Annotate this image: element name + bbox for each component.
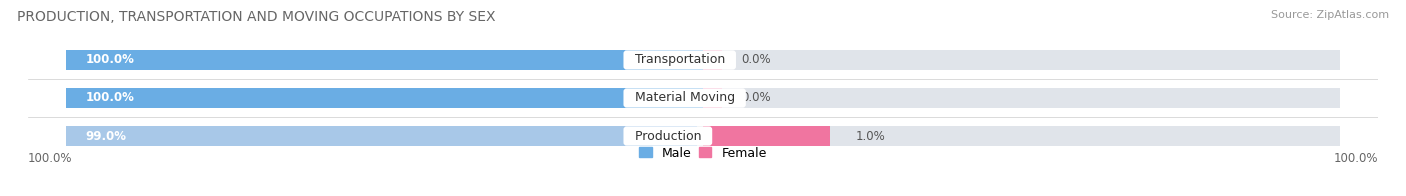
Text: 100.0%: 100.0%: [28, 152, 73, 165]
Bar: [66, 126, 1340, 146]
Text: 99.0%: 99.0%: [86, 130, 127, 142]
Legend: Male, Female: Male, Female: [634, 142, 772, 164]
Bar: [66, 50, 1340, 70]
Text: 1.0%: 1.0%: [856, 130, 886, 142]
Text: Source: ZipAtlas.com: Source: ZipAtlas.com: [1271, 10, 1389, 20]
Bar: [66, 50, 703, 70]
Text: 100.0%: 100.0%: [86, 54, 135, 66]
Text: Production: Production: [627, 130, 709, 142]
Bar: [703, 88, 723, 108]
Bar: [703, 50, 723, 70]
Text: 0.0%: 0.0%: [741, 92, 770, 104]
Text: PRODUCTION, TRANSPORTATION AND MOVING OCCUPATIONS BY SEX: PRODUCTION, TRANSPORTATION AND MOVING OC…: [17, 10, 495, 24]
Bar: [66, 126, 696, 146]
Text: 100.0%: 100.0%: [1333, 152, 1378, 165]
Text: Transportation: Transportation: [627, 54, 733, 66]
Text: Material Moving: Material Moving: [627, 92, 742, 104]
Bar: [703, 126, 831, 146]
Bar: [66, 88, 703, 108]
Text: 100.0%: 100.0%: [86, 92, 135, 104]
Bar: [66, 88, 1340, 108]
Text: 0.0%: 0.0%: [741, 54, 770, 66]
